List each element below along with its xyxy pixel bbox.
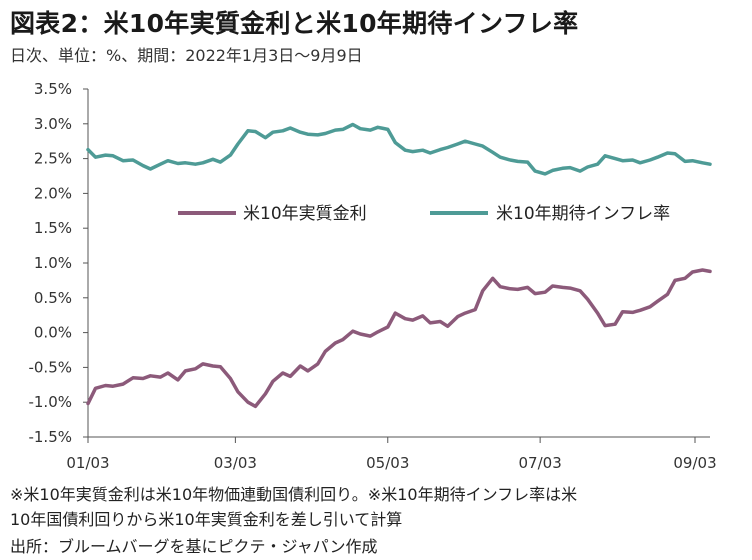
chart-title: 図表2：米10年実質金利と米10年期待インフレ率 (10, 9, 579, 38)
y-tick-label: 3.5% (34, 80, 72, 98)
x-tick-label: 09/03 (673, 454, 716, 472)
chart-axes: -1.5% -1.0% -0.5% 0.0% 0.5% 1.0% 1.5% 2.0% 2.5% 3… (28, 80, 716, 472)
y-tick-label: 1.0% (34, 254, 72, 272)
chart-subtitle: 日次、単位：%、期間：2022年1月3日～9月9日 (10, 46, 363, 65)
legend-label: 米10年期待インフレ率 (496, 204, 670, 224)
y-tick-label: 1.5% (34, 219, 72, 237)
legend-label: 米10年実質金利 (243, 204, 367, 224)
y-tick-label: 2.0% (34, 184, 72, 202)
footnote-1: ※米10年実質金利は米10年物価連動国債利回り。※米10年期待インフレ率は米 (10, 485, 578, 504)
y-tick-label: 2.5% (34, 150, 72, 168)
chart-series (86, 122, 712, 409)
chart-legend: 米10年実質金利 米10年期待インフレ率 (178, 204, 670, 224)
y-tick-label: 3.0% (34, 115, 72, 133)
x-tick-label: 07/03 (519, 454, 562, 472)
x-tick-label: 05/03 (366, 454, 409, 472)
series-line-breakeven-inflation (86, 122, 712, 176)
x-tick-label: 01/03 (66, 454, 109, 472)
x-tick-label: 03/03 (214, 454, 257, 472)
y-tick-label: 0.0% (34, 324, 72, 342)
y-tick-label: -1.0% (28, 393, 72, 411)
source-note: 出所：ブルームバーグを基にピクテ・ジャパン作成 (10, 537, 378, 556)
y-tick-label: -1.5% (28, 428, 72, 446)
line-chart: -1.5% -1.0% -0.5% 0.0% 0.5% 1.0% 1.5% 2.0% 2.5% 3… (28, 80, 716, 472)
footnote-2: 10年国債利回りから米10年実質金利を差し引いて計算 (10, 510, 403, 529)
series-line-real-yield (86, 268, 712, 409)
y-tick-label: 0.5% (34, 289, 72, 307)
y-tick-label: -0.5% (28, 358, 72, 376)
